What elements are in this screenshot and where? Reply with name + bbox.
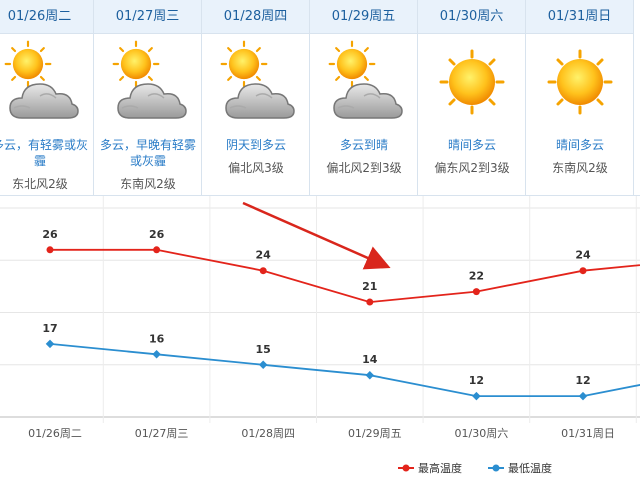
data-point <box>472 391 481 401</box>
data-label: 12 <box>469 374 484 387</box>
day-column: 01/26周二多云，有轻雾或灰霾东北风2级 <box>0 0 94 196</box>
x-tick-label: 01/26周二 <box>28 427 82 440</box>
x-tick-label: 01/27周三 <box>135 427 189 440</box>
weather-text: 多云到晴 <box>339 138 388 152</box>
day-column: 01/28周四阴天到多云偏北风3级 <box>202 0 310 196</box>
annotation-arrow <box>242 201 391 270</box>
wind-text: 东南风2级 <box>120 177 176 191</box>
day-date: 01/28周四 <box>202 0 309 34</box>
data-point <box>472 288 480 296</box>
weather-text: 阴天到多云 <box>225 138 286 152</box>
data-label: 24 <box>256 249 272 262</box>
data-label: 15 <box>256 343 271 356</box>
wind-text: 东北风2级 <box>12 177 68 191</box>
data-point <box>365 370 375 380</box>
x-tick-label: 01/29周五 <box>348 427 402 440</box>
weather-text: 多云，早晚有轻雾或灰霾 <box>99 138 196 168</box>
day-date: 01/27周三 <box>94 0 201 34</box>
data-label: 14 <box>362 353 378 366</box>
x-tick-label: 01/28周四 <box>241 427 295 440</box>
data-point <box>152 350 161 359</box>
weather-icon <box>540 38 620 122</box>
data-point <box>259 267 267 275</box>
weather-icon <box>0 38 80 122</box>
legend-label: 最低温度 <box>508 461 552 475</box>
weather-text: 晴间多云 <box>555 138 604 152</box>
wind-text: 偏北风2到3级 <box>326 161 402 175</box>
day-column: 01/31周日晴间多云东南风2级 <box>526 0 634 196</box>
day-date: 01/30周六 <box>418 0 525 34</box>
data-label: 21 <box>362 280 377 293</box>
wind-text: 偏东风2到3级 <box>434 161 510 175</box>
day-date: 01/26周二 <box>0 0 93 34</box>
forecast-panel: 01/26周二多云，有轻雾或灰霾东北风2级 01/27周三多云，早晚有轻雾或灰霾… <box>0 0 634 196</box>
data-label: 17 <box>42 322 57 335</box>
panel-border <box>0 195 640 196</box>
data-label: 26 <box>149 228 165 241</box>
weather-icon <box>324 38 404 122</box>
legend-marker <box>402 464 410 472</box>
day-date: 01/29周五 <box>310 0 417 34</box>
day-column: 01/30周六晴间多云偏东风2到3级 <box>418 0 526 196</box>
legend-label: 最高温度 <box>418 461 462 475</box>
wind-text: 偏北风3级 <box>228 161 284 175</box>
data-point <box>578 391 588 401</box>
data-label: 16 <box>149 332 165 345</box>
series-line <box>49 343 640 398</box>
x-tick-label: 01/31周日 <box>561 427 615 440</box>
data-point <box>258 360 268 369</box>
data-point <box>45 339 55 349</box>
data-point <box>366 298 374 306</box>
data-point <box>46 246 54 254</box>
legend-marker <box>492 464 500 472</box>
series-line <box>50 248 640 304</box>
wind-text: 东南风2级 <box>552 161 608 175</box>
weather-icon <box>216 38 296 122</box>
weather-text: 多云，有轻雾或灰霾 <box>0 138 88 168</box>
weather-icon <box>108 38 188 122</box>
x-tick-label: 01/30周六 <box>455 427 509 440</box>
data-point <box>153 246 161 254</box>
day-column: 01/27周三多云，早晚有轻雾或灰霾东南风2级 <box>94 0 202 196</box>
data-label: 24 <box>575 249 591 262</box>
weather-icon <box>432 38 512 122</box>
data-label: 26 <box>42 228 58 241</box>
data-label: 12 <box>575 374 590 387</box>
day-date: 01/31周日 <box>526 0 633 34</box>
day-column: 01/29周五多云到晴偏北风2到3级 <box>310 0 418 196</box>
weather-text: 晴间多云 <box>447 138 496 152</box>
data-label: 22 <box>469 270 484 283</box>
data-point <box>579 267 587 275</box>
